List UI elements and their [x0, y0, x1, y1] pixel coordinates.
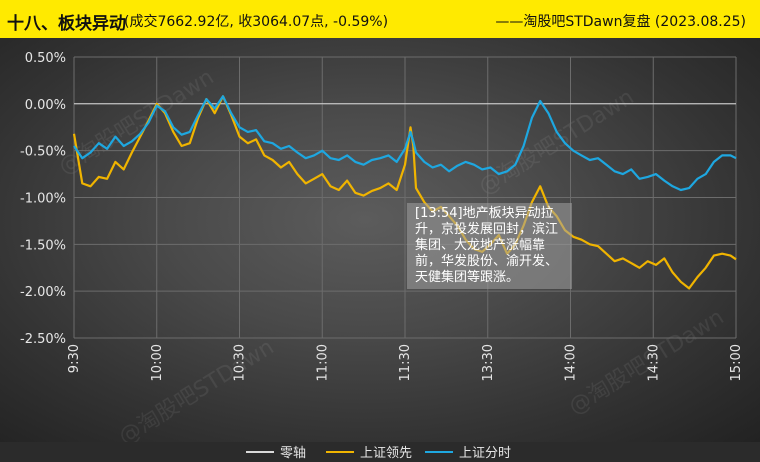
- annotation-box: [13:54]地产板块异动拉升，京投发展回封，滨江集团、大龙地产涨幅靠前，华发股…: [407, 203, 572, 289]
- y-tick-label: -2.00%: [20, 285, 66, 300]
- x-tick-label: 15:00: [729, 344, 744, 381]
- legend-label: 上证分时: [459, 446, 512, 461]
- chart-title: 十八、板块异动: [7, 14, 126, 34]
- x-tick-label: 14:30: [646, 344, 661, 381]
- x-tick-label: 9:30: [67, 344, 82, 373]
- y-tick-label: -1.00%: [20, 192, 66, 207]
- y-tick-label: -2.50%: [20, 332, 66, 347]
- y-tick-label: 0.50%: [25, 51, 66, 66]
- x-tick-label: 10:30: [233, 344, 248, 381]
- legend-label: 零轴: [280, 446, 307, 461]
- x-tick-label: 11:00: [315, 344, 330, 381]
- line-chart: @淘股吧STDawn @淘股吧STDawn@淘股吧STDawn @淘股吧STDawn…: [20, 51, 744, 442]
- x-tick-label: 13:30: [481, 344, 496, 381]
- plot-area: @淘股吧STDawn @淘股吧STDawn @淘股吧STDawn @淘股吧STDawn…: [0, 38, 760, 461]
- legend: 零轴 上证领先 上证分时: [0, 442, 760, 462]
- x-tick-label: 14:00: [564, 344, 579, 381]
- legend-swatch: [326, 451, 354, 453]
- x-tick-label: 10:00: [150, 344, 165, 381]
- series-line-leading: [72, 95, 737, 290]
- legend-swatch: [425, 451, 453, 453]
- y-tick-label: -0.50%: [20, 145, 66, 160]
- header-bar: 十八、板块异动 (成交7662.92亿, 收3064.07点, -0.59%) …: [0, 0, 760, 38]
- watermark-text: @淘股吧STDawn: [475, 85, 639, 200]
- x-tick-label: 11:30: [398, 344, 413, 381]
- y-tick-label: 0.00%: [25, 98, 66, 113]
- watermark-text: @淘股吧STDawn: [115, 335, 279, 442]
- y-tick-label: -1.50%: [20, 238, 66, 253]
- legend-label: 上证领先: [360, 446, 413, 461]
- chart-subtitle: (成交7662.92亿, 收3064.07点, -0.59%): [124, 14, 389, 30]
- series-line-index: [73, 95, 737, 192]
- legend-swatch: [246, 451, 274, 453]
- chart-source: ——淘股吧STDawn复盘 (2023.08.25): [495, 14, 746, 30]
